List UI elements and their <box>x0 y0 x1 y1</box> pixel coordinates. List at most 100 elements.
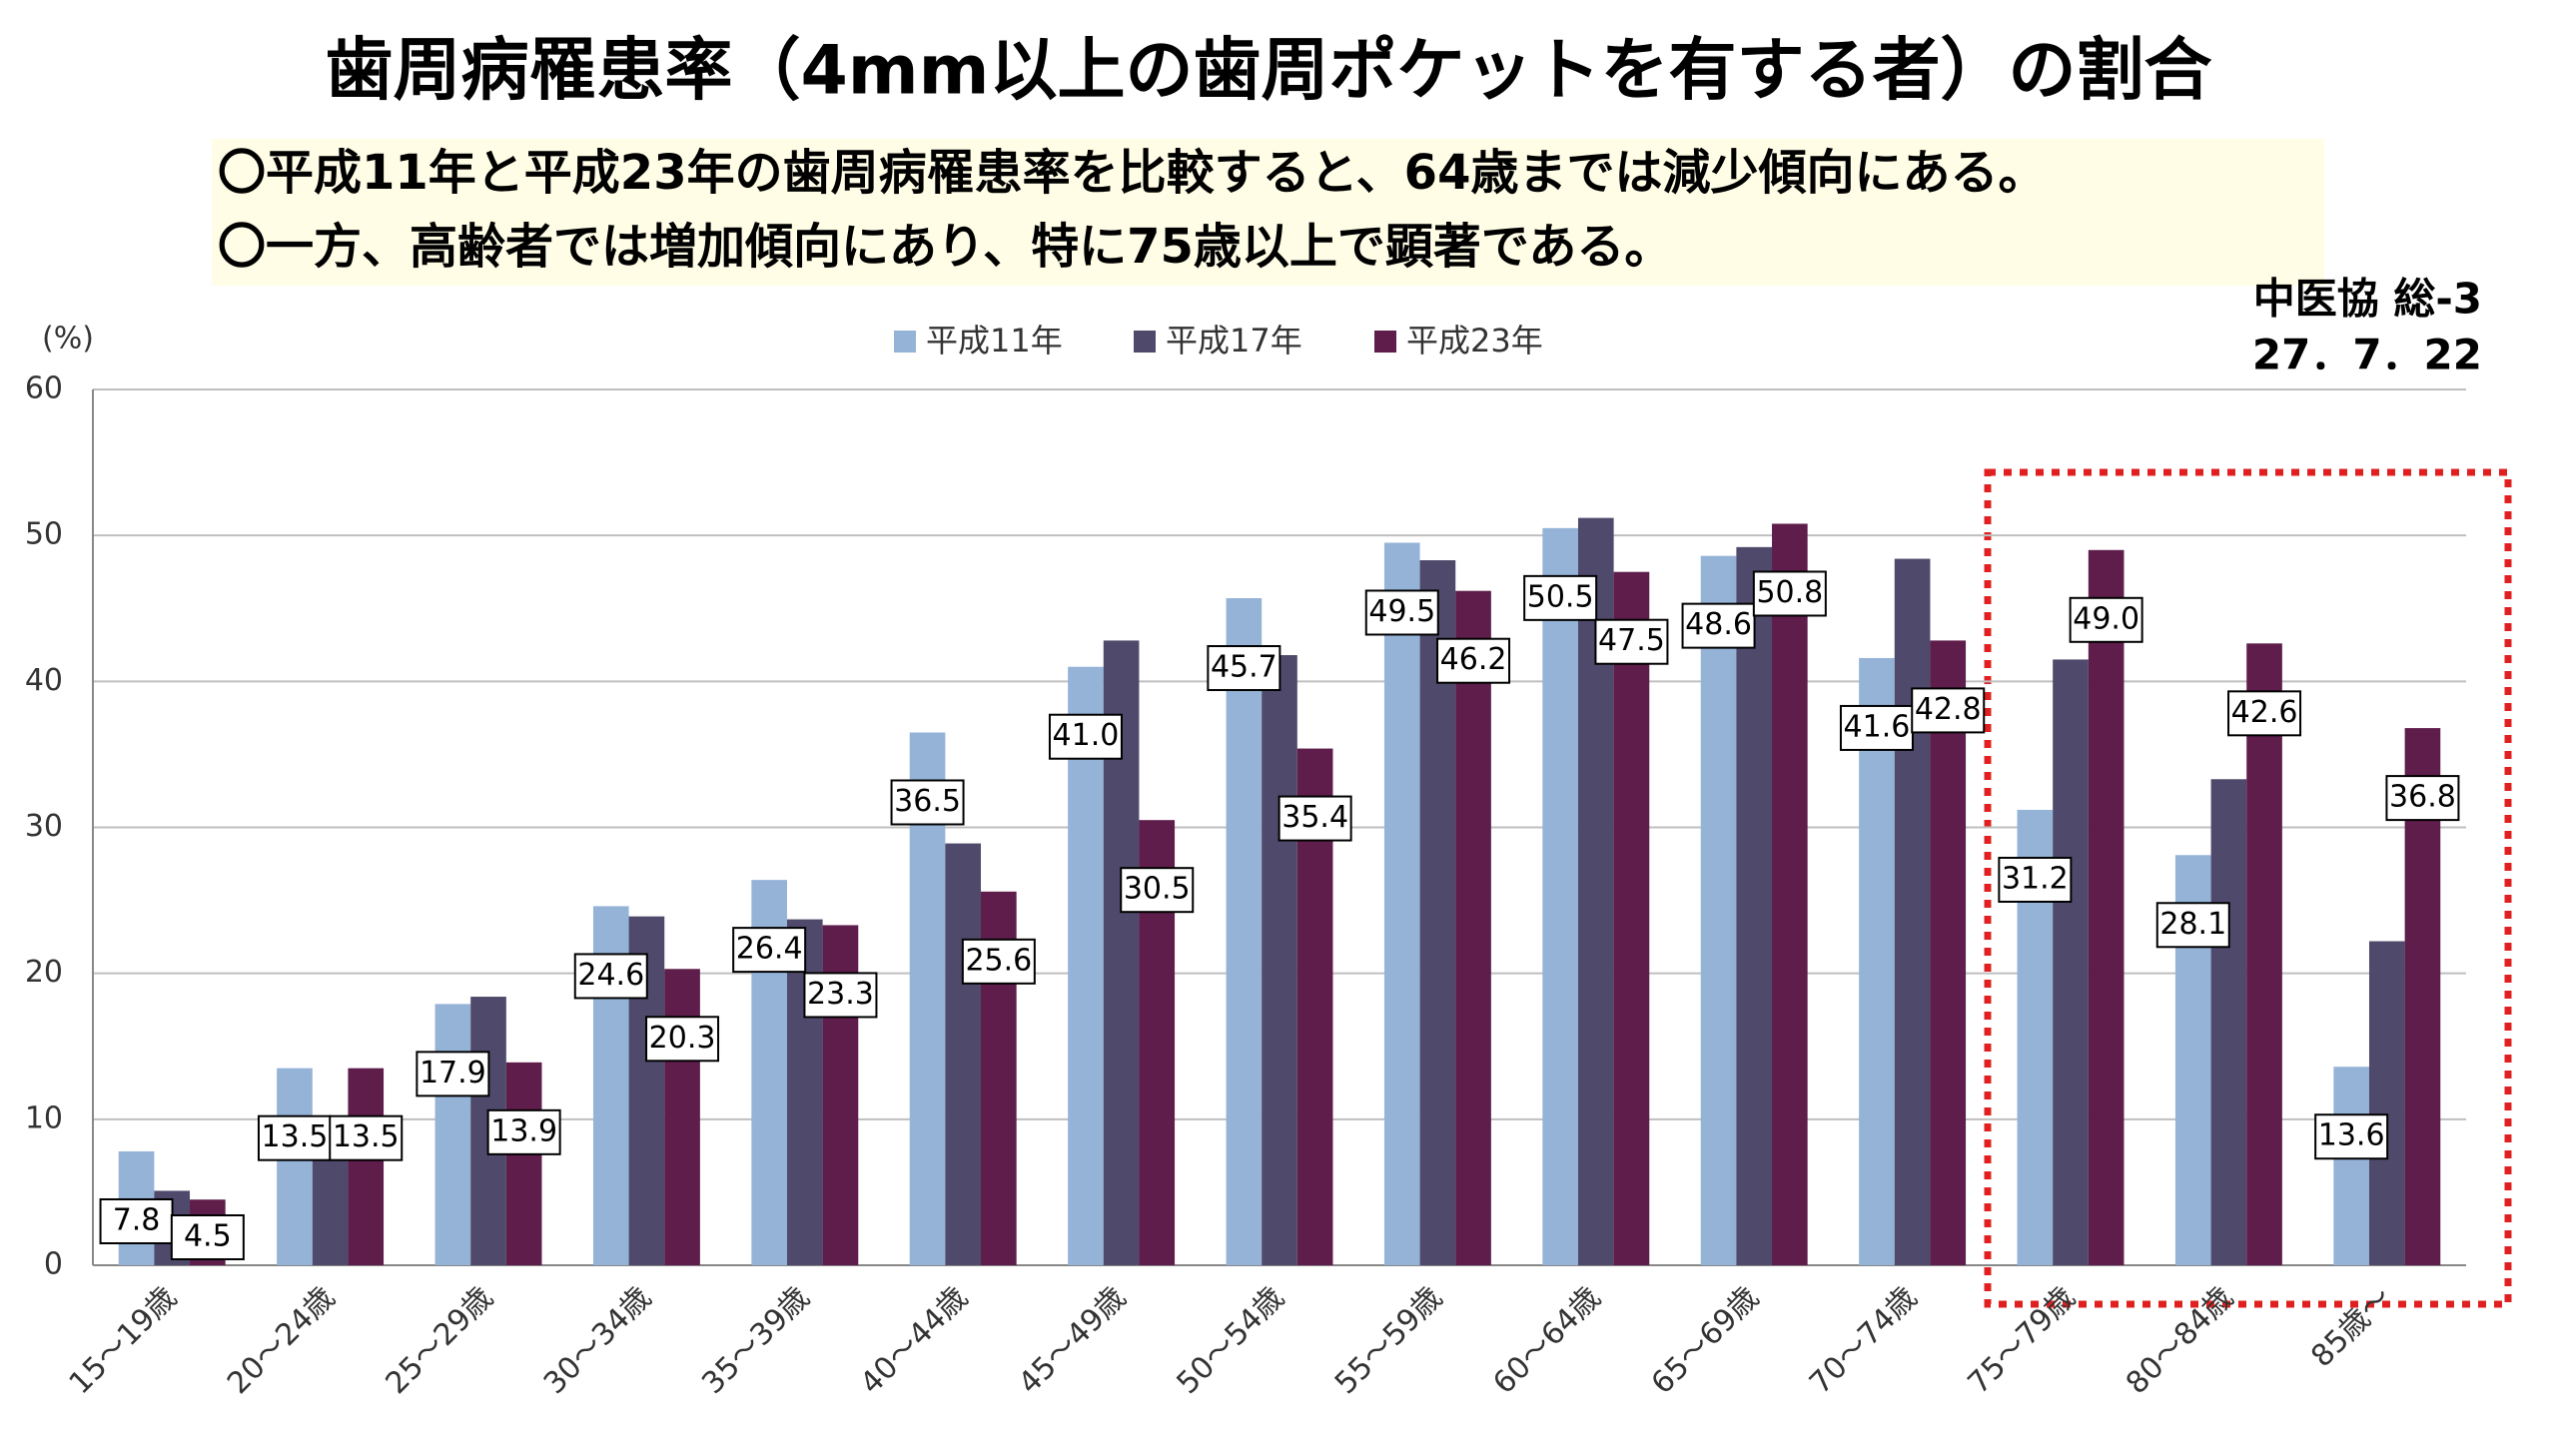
bar <box>277 1068 313 1265</box>
value-label: 49.5 <box>1368 594 1435 629</box>
value-label-box <box>257 1114 332 1161</box>
bar <box>1455 590 1491 1265</box>
x-tick-label: 25～29歳 <box>379 1280 499 1401</box>
bar <box>1930 640 1967 1265</box>
value-label: 42.8 <box>1915 692 1982 727</box>
y-axis-label: (%) <box>42 322 94 357</box>
bar <box>1226 598 1263 1265</box>
chart-title: 歯周病罹患率（4mm以上の歯周ポケットを有する者）の割合 <box>325 32 2211 111</box>
subtitle-background <box>212 139 2324 286</box>
y-tick-label: 0 <box>44 1247 63 1282</box>
value-label: 31.2 <box>2002 861 2069 896</box>
value-label-box <box>2227 690 2302 737</box>
value-label-box <box>329 1114 404 1161</box>
value-label: 4.5 <box>184 1219 232 1254</box>
value-label-box <box>2385 775 2460 822</box>
value-label: 48.6 <box>1685 607 1752 642</box>
value-label-box <box>1278 795 1352 842</box>
bar <box>945 843 982 1265</box>
value-label-box <box>1839 704 1914 751</box>
value-label-box <box>2314 1113 2389 1160</box>
x-tick-label: 20～24歳 <box>221 1280 342 1401</box>
value-label-box <box>1523 574 1598 621</box>
x-tick-label: 55～59歳 <box>1328 1280 1449 1401</box>
value-label: 35.4 <box>1281 800 1348 835</box>
value-label: 46.2 <box>1440 642 1507 677</box>
x-tick-label: 75～79歳 <box>1961 1280 2082 1401</box>
value-label-box <box>2155 902 2230 949</box>
value-label: 49.0 <box>2073 601 2139 636</box>
legend-label: 平成23年 <box>1406 322 1543 360</box>
value-label-box <box>1594 618 1669 665</box>
value-label: 7.8 <box>113 1202 161 1237</box>
x-tick-label: 40～44歳 <box>854 1280 975 1401</box>
value-label: 45.7 <box>1211 650 1278 685</box>
value-label: 17.9 <box>420 1056 486 1091</box>
bar <box>1736 546 1773 1265</box>
bar <box>2333 1067 2369 1265</box>
value-label-box <box>1120 867 1195 914</box>
value-label: 13.6 <box>2318 1118 2385 1153</box>
x-tick-label: 65～69歳 <box>1645 1280 1766 1401</box>
value-label-box <box>1681 602 1756 649</box>
legend-swatch <box>1374 331 1396 353</box>
value-label: 13.5 <box>333 1119 400 1154</box>
value-label-box <box>1048 713 1123 760</box>
value-label-box <box>486 1108 561 1155</box>
value-label: 42.6 <box>2231 695 2298 730</box>
value-label-box <box>890 779 965 826</box>
y-tick-label: 10 <box>25 1100 63 1135</box>
value-label-box <box>732 927 807 974</box>
bar <box>1894 558 1931 1265</box>
y-tick-label: 40 <box>25 663 63 698</box>
value-label-box <box>1911 687 1986 734</box>
value-label-box <box>1752 570 1827 617</box>
legend-label: 平成17年 <box>1166 322 1302 360</box>
legend-swatch <box>1134 331 1156 353</box>
value-label-box <box>645 1016 720 1063</box>
subtitle: 〇平成11年と平成23年の歯周病罹患率を比較すると、64歳までは減少傾向にある。 <box>218 145 2046 201</box>
bar <box>434 1004 471 1265</box>
value-label: 41.6 <box>1844 709 1911 744</box>
subtitle: 〇一方、高齢者では増加傾向にあり、特に75歳以上で顕著である。 <box>218 219 1672 275</box>
bar <box>348 1068 385 1265</box>
x-tick-label: 45～49歳 <box>1012 1280 1133 1401</box>
value-label-box <box>1364 589 1439 636</box>
bar <box>1700 555 1737 1265</box>
y-tick-label: 30 <box>25 809 63 844</box>
value-label: 28.1 <box>2159 907 2226 942</box>
value-label-box <box>2069 596 2143 643</box>
legend-swatch <box>894 331 916 353</box>
x-tick-label: 70～74歳 <box>1803 1280 1924 1401</box>
value-label: 26.4 <box>736 932 803 967</box>
x-tick-label: 35～39歳 <box>695 1280 816 1401</box>
value-label-box <box>99 1197 174 1244</box>
bar <box>505 1062 542 1265</box>
value-label: 30.5 <box>1124 872 1191 907</box>
value-label: 20.3 <box>649 1021 716 1056</box>
x-tick-label: 15～19歳 <box>63 1280 184 1401</box>
value-label: 23.3 <box>807 977 874 1012</box>
value-label-box <box>1207 645 1281 692</box>
y-tick-label: 60 <box>25 371 63 406</box>
source: 27．7．22 <box>2252 331 2482 379</box>
value-label: 25.6 <box>965 943 1032 978</box>
value-label: 47.5 <box>1598 623 1665 658</box>
value-label-box <box>1436 637 1511 684</box>
source: 中医協 総-3 <box>2253 275 2482 324</box>
bar <box>664 969 700 1265</box>
x-tick-label: 60～64歳 <box>1486 1280 1607 1401</box>
highlight-box <box>1984 468 2512 1308</box>
y-tick-label: 20 <box>25 955 63 990</box>
x-tick-label: 80～84歳 <box>2120 1280 2240 1401</box>
legend-label: 平成11年 <box>926 322 1063 360</box>
x-tick-label: 50～54歳 <box>1170 1280 1290 1401</box>
x-tick-label: 30～34歳 <box>537 1280 658 1401</box>
bar <box>1262 655 1297 1265</box>
value-label: 13.9 <box>490 1113 557 1148</box>
bar <box>1383 542 1420 1265</box>
value-label-box <box>416 1051 490 1097</box>
value-label: 24.6 <box>577 958 644 993</box>
bar <box>2053 659 2089 1265</box>
bar <box>1613 571 1650 1265</box>
